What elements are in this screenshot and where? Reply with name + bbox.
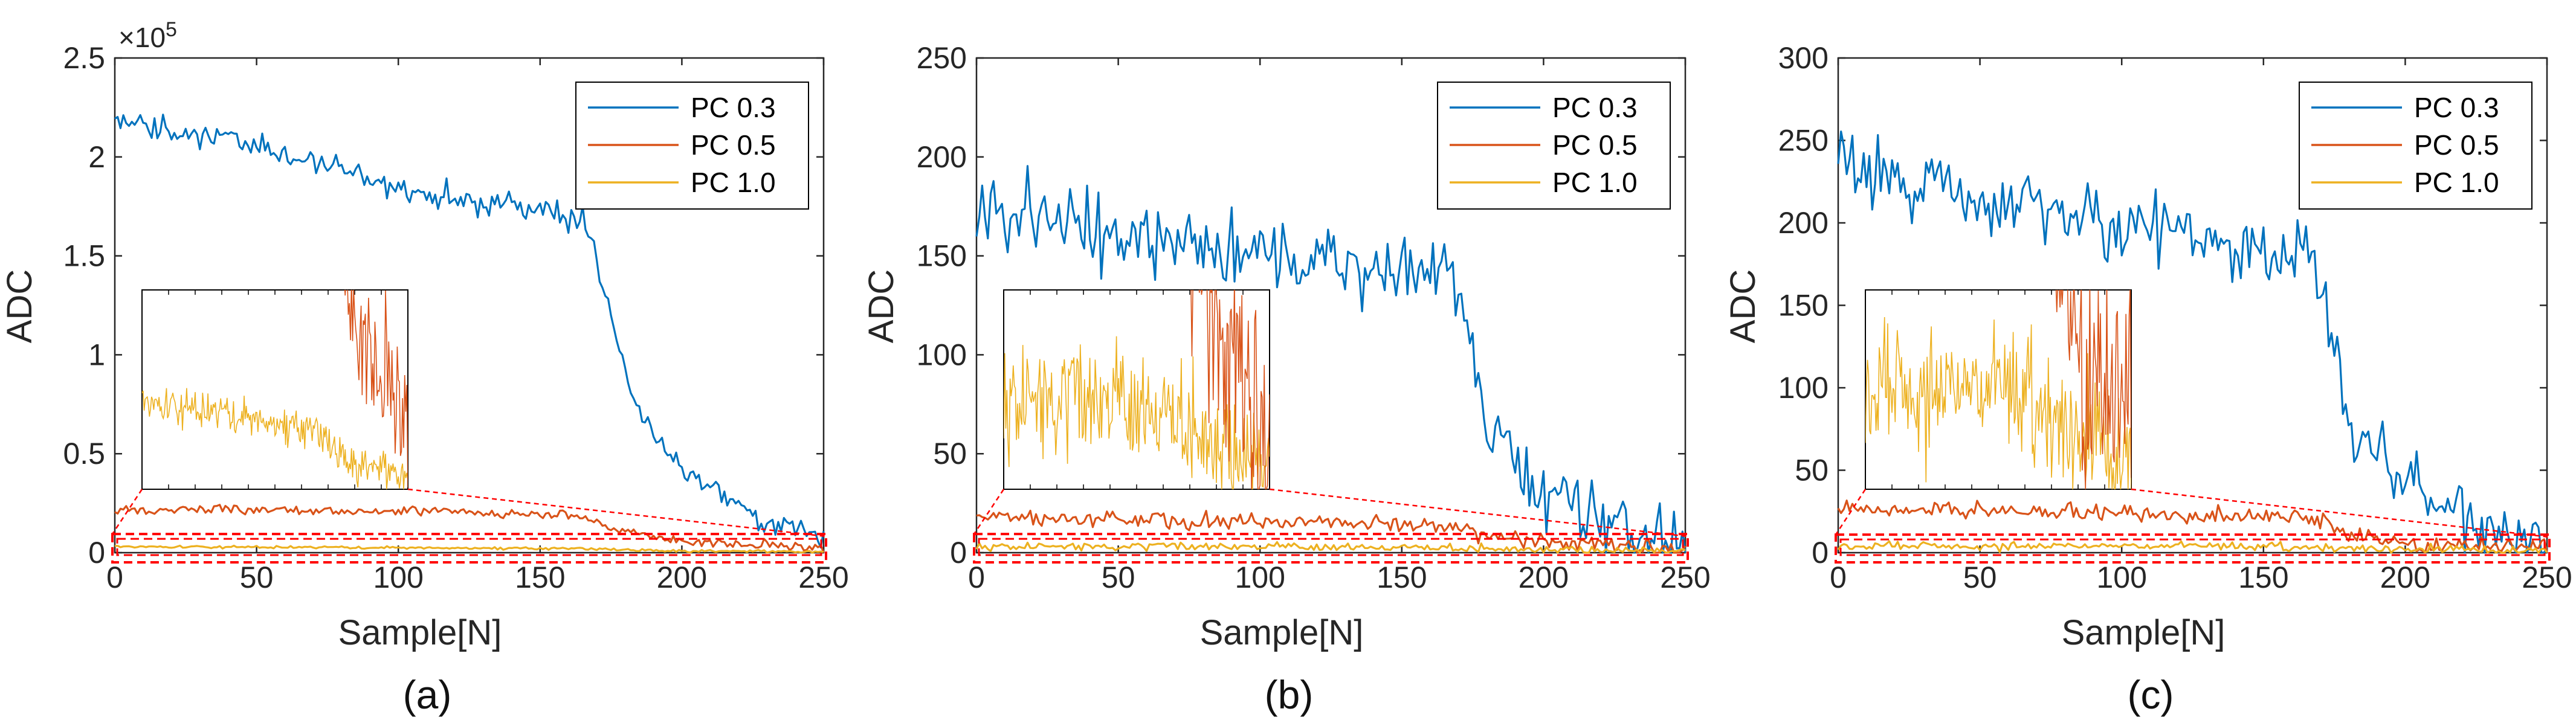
panel-a-zoom-region-outer	[111, 533, 827, 564]
panel-a-xtick-label: 150	[515, 561, 565, 594]
panel-c-ytick-label: 0	[1812, 536, 1829, 570]
panel-a-ylabel: ADC	[0, 269, 39, 343]
panel-a-xtick-label: 250	[798, 561, 848, 594]
panel-c-inset-connector-left	[1835, 489, 1867, 535]
panel-c-zoom-region-outer	[1835, 533, 2551, 564]
panel-b-ytick-label: 250	[917, 41, 967, 75]
panel-b-legend-labels: PC 0.3 PC 0.5 PC 1.0	[1552, 92, 1638, 198]
panel-b-label: (b)	[1265, 672, 1314, 717]
panel-c-xlabel: Sample[N]	[2062, 613, 2226, 652]
panel-c-series-pc-0-5	[1837, 500, 2548, 554]
panel-c-xtick-labels: 0 50 100 150 200 250	[1830, 561, 2572, 594]
panel-c-legend-label: PC 1.0	[2414, 167, 2499, 198]
panel-b-legend-label: PC 0.5	[1552, 129, 1638, 161]
panel-a-legend-label: PC 0.5	[691, 129, 776, 161]
panel-a-legend-label: PC 1.0	[691, 167, 776, 198]
panel-c-xtick-label: 200	[2380, 561, 2430, 594]
panel-c: ADC Sample[N] (c) 0 50 100 150 200 250 0…	[1723, 41, 2572, 717]
panel-a-ytick-label: 0.5	[63, 437, 105, 471]
panel-a-zoom-region-inner	[116, 538, 822, 556]
panel-c-legend-label: PC 0.3	[2414, 92, 2499, 123]
panel-a-ytick-label: 2.5	[63, 41, 105, 75]
panel-c-xtick-label: 50	[1963, 561, 1997, 594]
panel-b-legend-label: PC 1.0	[1552, 167, 1638, 198]
panel-c-series-pc-1-0	[1837, 540, 2548, 554]
panel-a-ytick-label: 1.5	[63, 239, 105, 273]
panel-a-label: (a)	[403, 672, 452, 717]
panel-c-ytick-label: 150	[1778, 289, 1829, 323]
panel-a-ytick-label: 1	[88, 338, 105, 371]
panel-a-series-pc-0-5	[114, 504, 825, 553]
panel-c-legend-label: PC 0.5	[2414, 129, 2499, 161]
panel-b-zoom-region-inner	[978, 538, 1684, 556]
panel-a-legend-labels: PC 0.3 PC 0.5 PC 1.0	[691, 92, 776, 198]
panel-a-xtick-label: 0	[106, 561, 123, 594]
panel-c-zoom-region-inner	[1839, 538, 2546, 556]
panel-c-ytick-label: 300	[1778, 41, 1829, 75]
panel-a: ADC Sample[N] (a) ×105 0 50 100 150 200 …	[0, 18, 849, 717]
panel-c-inset-connector-right	[2131, 488, 2550, 538]
panel-c-ytick-label: 100	[1778, 371, 1829, 405]
panel-b-series-pc-1-0	[975, 541, 1686, 554]
panel-a-inset-connector-right	[407, 488, 827, 538]
panel-a-xlabel: Sample[N]	[338, 613, 502, 652]
panel-c-ytick-labels: 0 50 100 150 200 250 300	[1778, 41, 1829, 570]
panel-b-xtick-label: 150	[1377, 561, 1427, 594]
panel-b-ytick-label: 150	[917, 239, 967, 273]
panel-a-ytick-label: 0	[88, 536, 105, 570]
panel-c-label: (c)	[2128, 672, 2174, 717]
panel-a-axes-box	[114, 57, 825, 554]
panel-c-xtick-label: 150	[2238, 561, 2288, 594]
panel-b-xtick-label: 100	[1235, 561, 1285, 594]
panel-b-legend-label: PC 0.3	[1552, 92, 1638, 123]
panel-a-xtick-label: 200	[657, 561, 707, 594]
panel-a-xtick-label: 50	[240, 561, 274, 594]
panel-b-zoom-region-outer	[973, 533, 1689, 564]
panel-b-ytick-label: 100	[917, 338, 967, 371]
panel-b-series-pc-0-5	[976, 509, 1687, 554]
panel-a-exponent: ×105	[118, 18, 177, 53]
panel-a-exponent-power: 5	[166, 18, 177, 41]
panel-c-inset-series-pc-1-0	[1865, 317, 2131, 489]
panel-b-xtick-label: 50	[1102, 561, 1135, 594]
panel-a-xtick-labels: 0 50 100 150 200 250	[106, 561, 849, 594]
panel-a-exponent-base: ×10	[118, 22, 166, 53]
panel-b-xtick-label: 250	[1660, 561, 1710, 594]
panel-c-inset-series-pc-0-5	[2055, 290, 2131, 489]
panel-a-xtick-label: 100	[373, 561, 423, 594]
panel-b-ylabel: ADC	[862, 269, 901, 343]
panel-b-xtick-labels: 0 50 100 150 200 250	[968, 561, 1711, 594]
panel-b-inset-series-pc-0-5	[1190, 290, 1270, 489]
panel-b-series-pc-0-3	[975, 165, 1687, 554]
panel-b: ADC Sample[N] (b) 0 50 100 150 200 250 0…	[862, 41, 1711, 717]
panel-c-ytick-label: 50	[1795, 454, 1829, 487]
panel-a-inset-connector-left	[111, 489, 143, 535]
panel-a-series-pc-1-0	[114, 544, 824, 554]
panel-c-ytick-label: 250	[1778, 124, 1829, 158]
panel-b-xtick-label: 0	[968, 561, 985, 594]
panel-a-ytick-labels: 0 0.5 1 1.5 2 2.5	[63, 41, 105, 570]
panel-b-ytick-label: 50	[933, 437, 967, 471]
panel-c-xtick-label: 100	[2096, 561, 2146, 594]
panel-c-ytick-label: 200	[1778, 206, 1829, 240]
panel-b-inset-connector-right	[1269, 488, 1688, 538]
panel-a-series-pc-0-3	[114, 114, 825, 549]
panel-a-inset-series-pc-1-0	[142, 388, 408, 489]
panel-b-axes-box	[975, 57, 1687, 554]
panel-b-ytick-label: 0	[950, 536, 967, 570]
panel-c-series-pc-0-3	[1837, 130, 2548, 554]
panel-b-xtick-label: 200	[1519, 561, 1569, 594]
panel-b-xlabel: Sample[N]	[1200, 613, 1364, 652]
panel-a-legend-label: PC 0.3	[691, 92, 776, 123]
panel-a-ytick-label: 2	[88, 140, 105, 174]
panel-a-inset-series-pc-0-5	[344, 290, 408, 488]
panel-b-inset-connector-left	[973, 489, 1005, 535]
panel-c-legend-labels: PC 0.3 PC 0.5 PC 1.0	[2414, 92, 2499, 198]
panel-c-xtick-label: 250	[2522, 561, 2572, 594]
panel-c-xtick-label: 0	[1830, 561, 1847, 594]
panel-b-ytick-labels: 0 50 100 150 200 250	[917, 41, 967, 570]
panel-c-ylabel: ADC	[1723, 269, 1763, 343]
panel-b-ytick-label: 200	[917, 140, 967, 174]
